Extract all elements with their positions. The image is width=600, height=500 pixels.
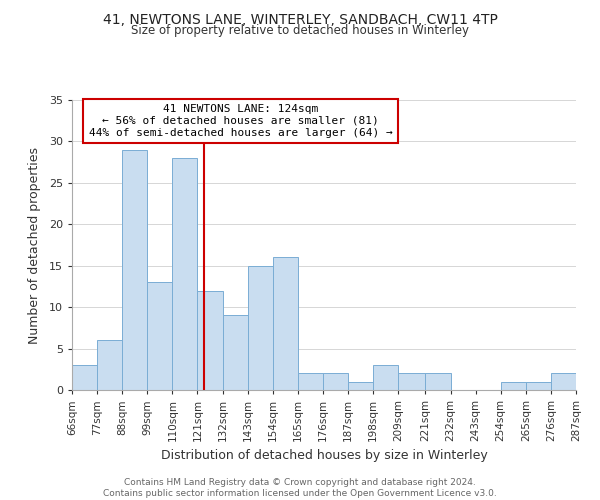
Bar xyxy=(272,258,298,390)
Bar xyxy=(373,365,398,390)
Bar xyxy=(298,374,323,390)
Text: Contains HM Land Registry data © Crown copyright and database right 2024.
Contai: Contains HM Land Registry data © Crown c… xyxy=(103,478,497,498)
Text: 41, NEWTONS LANE, WINTERLEY, SANDBACH, CW11 4TP: 41, NEWTONS LANE, WINTERLEY, SANDBACH, C… xyxy=(103,12,497,26)
Bar xyxy=(323,374,348,390)
Bar xyxy=(551,374,576,390)
Bar xyxy=(223,316,248,390)
X-axis label: Distribution of detached houses by size in Winterley: Distribution of detached houses by size … xyxy=(161,450,487,462)
Y-axis label: Number of detached properties: Number of detached properties xyxy=(28,146,41,344)
Bar xyxy=(425,374,451,390)
Text: 41 NEWTONS LANE: 124sqm
← 56% of detached houses are smaller (81)
44% of semi-de: 41 NEWTONS LANE: 124sqm ← 56% of detache… xyxy=(89,104,393,138)
Bar xyxy=(97,340,122,390)
Bar xyxy=(526,382,551,390)
Bar xyxy=(248,266,272,390)
Text: Size of property relative to detached houses in Winterley: Size of property relative to detached ho… xyxy=(131,24,469,37)
Bar xyxy=(72,365,97,390)
Bar xyxy=(197,290,223,390)
Bar xyxy=(172,158,197,390)
Bar xyxy=(348,382,373,390)
Bar xyxy=(122,150,147,390)
Bar xyxy=(147,282,172,390)
Bar xyxy=(501,382,526,390)
Bar xyxy=(398,374,425,390)
